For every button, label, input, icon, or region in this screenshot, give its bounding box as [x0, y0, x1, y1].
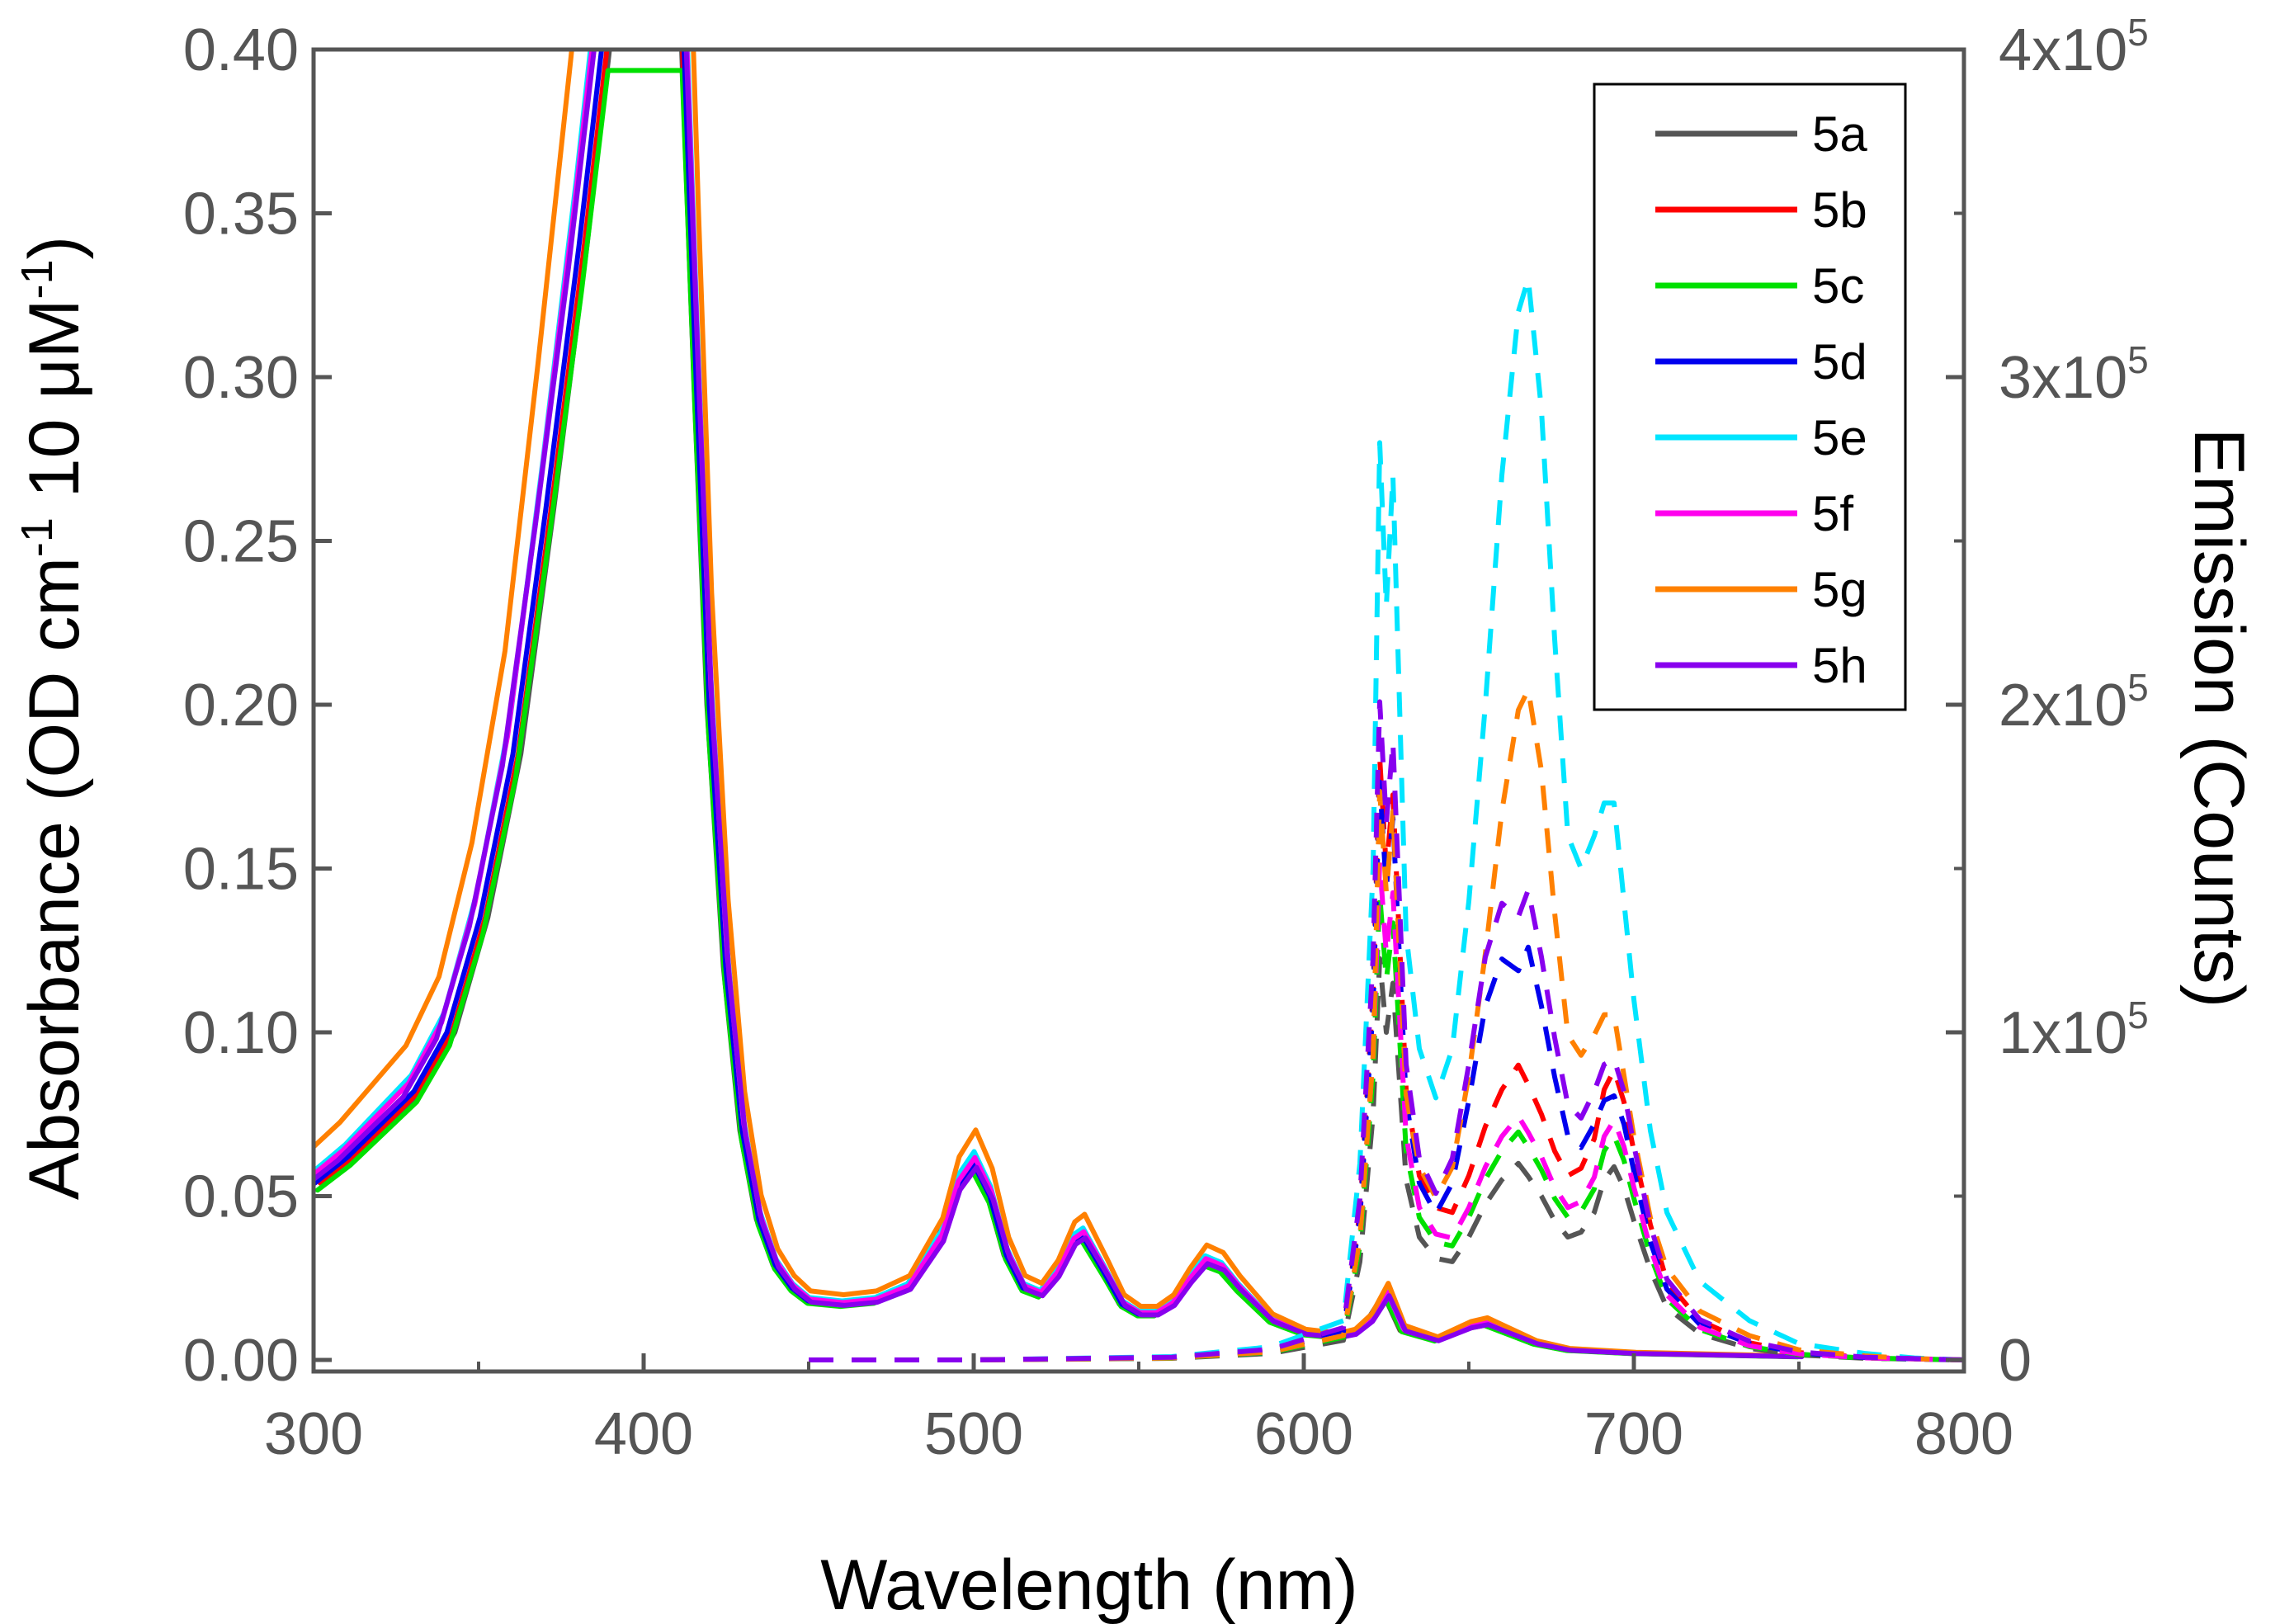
legend: 5a 5b 5c 5d 5e 5f 5g 5h	[1593, 83, 1907, 711]
y-tick-label: 0.40	[183, 17, 299, 83]
y-tick-label: 0.20	[183, 673, 299, 739]
legend-label-5b: 5b	[1812, 182, 1867, 238]
y2-tick-label: 2x105	[1999, 666, 2149, 739]
absorbance-curves	[314, 50, 1805, 1360]
x-tick-label: 800	[1914, 1401, 2013, 1467]
y-axis-right: 0 1x105 2x105 3x105 4x105	[1946, 11, 2149, 1394]
y-tick-label: 0.05	[183, 1164, 299, 1230]
absorbance-line-5d	[314, 50, 1141, 1317]
y-tick-label: 0.15	[183, 837, 299, 903]
legend-label-5f: 5f	[1812, 486, 1853, 541]
absorbance-line-5f	[314, 50, 1803, 1359]
legend-label-5c: 5c	[1812, 258, 1864, 314]
legend-label-5d: 5d	[1812, 334, 1867, 389]
y-axis-title: Absorbance (OD cm-1 10 μM-1)	[12, 236, 94, 1200]
y2-tick-label: 3x105	[1999, 338, 2149, 411]
x-tick-label: 400	[594, 1401, 693, 1467]
y-axis-left: 0.00 0.05 0.10 0.15 0.20 0.25 0.30 0.35 0.40	[183, 17, 332, 1394]
absorbance-line-5b	[318, 50, 1800, 1359]
x-tick-label: 300	[264, 1401, 363, 1467]
emission-line-5c	[809, 891, 1964, 1362]
y2-tick-label: 1x105	[1999, 994, 2149, 1066]
x-axis-title: Wavelength (nm)	[820, 1546, 1358, 1624]
x-tick-label: 700	[1584, 1401, 1683, 1467]
y2-tick-label: 0	[1999, 1328, 2032, 1394]
absorbance-line-5g	[314, 50, 1804, 1359]
absorbance-line-5c	[314, 68, 1801, 1360]
absorbance-line-5e	[314, 50, 1802, 1359]
emission-line-5a	[809, 956, 1964, 1362]
legend-label-5h: 5h	[1812, 638, 1867, 693]
emission-line-5g	[809, 687, 1964, 1362]
legend-label-5e: 5e	[1812, 410, 1867, 465]
y-tick-label: 0.25	[183, 509, 299, 575]
absorbance-line-5h	[314, 50, 1805, 1360]
emission-line-5h	[809, 699, 1964, 1362]
x-tick-label: 600	[1254, 1401, 1353, 1467]
y2-tick-label: 4x105	[1999, 11, 2149, 83]
y-tick-label: 0.35	[183, 182, 299, 248]
absorbance-line-5a	[320, 50, 1799, 1359]
y2-axis-title: Emission (Counts)	[2179, 428, 2259, 1008]
legend-label-5a: 5a	[1812, 106, 1867, 162]
y-tick-label: 0.00	[183, 1328, 299, 1394]
y-tick-label: 0.30	[183, 345, 299, 411]
legend-box	[1593, 83, 1907, 711]
x-tick-label: 500	[924, 1401, 1023, 1467]
legend-label-5g: 5g	[1812, 562, 1867, 617]
emission-curves	[809, 276, 1964, 1362]
emission-line-5b	[809, 755, 1964, 1362]
x-axis: 300 400 500 600 700 800	[264, 1353, 2013, 1467]
y-tick-label: 0.10	[183, 1000, 299, 1066]
